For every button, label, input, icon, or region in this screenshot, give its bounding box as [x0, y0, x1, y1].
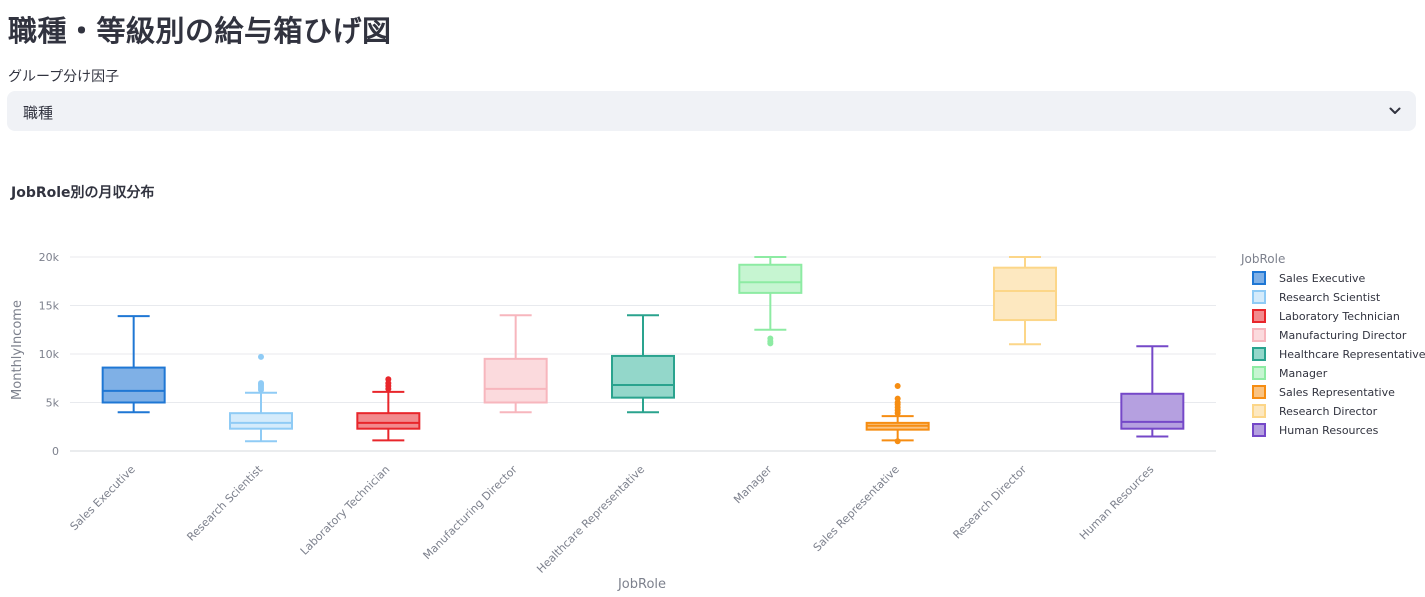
legend-swatch [1252, 309, 1266, 323]
legend-swatch [1252, 366, 1266, 380]
x-tick-label: Research Director [951, 463, 1030, 542]
legend-title: JobRole [1240, 252, 1285, 266]
legend-item[interactable]: Human Resources [1252, 423, 1379, 437]
box-healthcare-representative[interactable] [611, 314, 675, 414]
y-tick-label: 15k [39, 300, 60, 313]
legend-label: Manager [1279, 367, 1328, 380]
outlier-point [385, 376, 392, 383]
chart-title: JobRole別の月収分布 [10, 184, 155, 201]
outlier-point [258, 380, 264, 387]
outlier-point [894, 395, 901, 402]
y-axis-label: MonthlyIncome [10, 300, 25, 400]
legend-item[interactable]: Laboratory Technician [1252, 309, 1400, 323]
legend-item[interactable]: Manager [1252, 366, 1328, 380]
outlier-point [767, 335, 774, 342]
iqr-box [356, 412, 421, 430]
x-tick-label: Sales Representative [811, 463, 902, 554]
iqr-box [483, 357, 548, 404]
iqr-box [738, 263, 803, 294]
legend-swatch [1252, 328, 1266, 342]
chart-legend: JobRole Sales Executive Research Scientis… [1240, 252, 1425, 437]
box-manager[interactable] [738, 256, 803, 347]
iqr-box [101, 366, 166, 404]
box-human-resources[interactable] [1120, 345, 1185, 438]
legend-swatch [1252, 404, 1266, 418]
x-tick-label: Sales Executive [68, 463, 138, 533]
legend-swatch [1252, 423, 1266, 437]
box-sales-executive[interactable] [101, 315, 166, 414]
chevron-down-icon[interactable] [1388, 104, 1402, 118]
box-research-scientist[interactable] [229, 353, 293, 443]
box-sales-representative[interactable] [865, 383, 930, 445]
legend-label: Healthcare Representative [1279, 348, 1425, 361]
outlier-point [894, 438, 901, 445]
x-tick-label: Human Resources [1077, 463, 1157, 543]
x-tick-label: Manufacturing Director [421, 463, 521, 563]
box-research-director[interactable] [993, 256, 1057, 346]
legend-label: Sales Representative [1279, 386, 1395, 399]
legend-label: Research Scientist [1279, 291, 1381, 304]
box-manufacturing-director[interactable] [483, 314, 548, 414]
outlier-point [894, 383, 901, 390]
legend-label: Human Resources [1279, 424, 1379, 437]
x-tick-label: Manager [731, 463, 775, 507]
y-tick-label: 5k [46, 397, 60, 410]
iqr-box [611, 354, 675, 399]
legend-item[interactable]: Sales Representative [1252, 385, 1395, 399]
x-tick-label: Research Scientist [184, 462, 265, 543]
legend-swatch [1252, 290, 1266, 304]
legend-swatch [1252, 385, 1266, 399]
box-laboratory-technician[interactable] [356, 376, 421, 442]
iqr-box [993, 266, 1057, 322]
grouping-factor-value: 職種 [23, 104, 54, 122]
legend-swatch [1252, 347, 1266, 361]
x-tick-label: Healthcare Representative [534, 463, 647, 576]
legend-item[interactable]: Healthcare Representative [1252, 347, 1425, 361]
boxplot-chart: JobRole別の月収分布 0 5k 10k 15k 20k Sales Executi… [10, 184, 1425, 592]
legend-label: Sales Executive [1279, 272, 1366, 285]
y-tick-label: 20k [39, 251, 60, 264]
y-tick-label: 10k [39, 348, 60, 361]
page-title: 職種・等級別の給与箱ひげ図 [8, 14, 392, 48]
legend-item[interactable]: Research Scientist [1252, 290, 1381, 304]
y-tick-label: 0 [52, 445, 59, 458]
legend-item[interactable]: Manufacturing Director [1252, 328, 1407, 342]
x-tick-label: Laboratory Technician [298, 463, 393, 558]
legend-item[interactable]: Sales Executive [1252, 271, 1366, 285]
legend-label: Manufacturing Director [1279, 329, 1407, 342]
legend-label: Research Director [1279, 405, 1378, 418]
legend-swatch [1252, 271, 1266, 285]
legend-label: Laboratory Technician [1279, 310, 1400, 323]
x-axis-label: JobRole [617, 577, 666, 592]
legend-item[interactable]: Research Director [1252, 404, 1378, 418]
grouping-factor-label: グループ分け因子 [8, 69, 120, 85]
grouping-factor-select[interactable]: 職種 [7, 91, 1416, 131]
iqr-box [1120, 392, 1185, 430]
iqr-box [229, 412, 293, 430]
outlier-point [258, 353, 264, 360]
